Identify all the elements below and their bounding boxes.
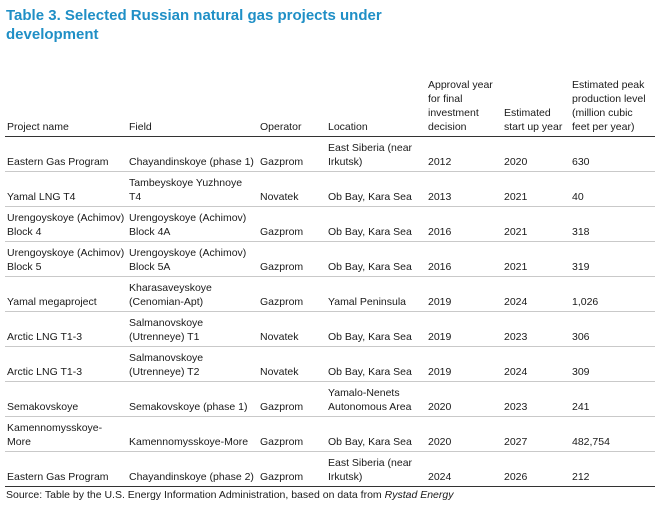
cell-approval: 2016 — [426, 206, 502, 242]
cell-start: 2023 — [502, 381, 570, 417]
column-header: Approval year for final investment decis… — [426, 42, 502, 137]
cell-start: 2023 — [502, 311, 570, 347]
cell-approval: 2020 — [426, 381, 502, 417]
cell-approval: 2019 — [426, 346, 502, 382]
column-header: Estimated peak production level (million… — [570, 42, 655, 137]
cell-location: Yamalo-Nenets Autonomous Area — [326, 381, 426, 417]
cell-location: Ob Bay, Kara Sea — [326, 416, 426, 452]
cell-operator: Gazprom — [258, 451, 326, 487]
cell-start: 2024 — [502, 346, 570, 382]
cell-peak: 482,754 — [570, 416, 655, 452]
cell-approval: 2019 — [426, 276, 502, 312]
cell-project: Urengoyskoye (Achimov) Block 4 — [5, 206, 127, 242]
cell-approval: 2013 — [426, 171, 502, 207]
header-row: Project name Field Operator Location App… — [5, 42, 655, 137]
source-text: Source: Table by the U.S. Energy Informa… — [6, 489, 385, 501]
cell-operator: Novatek — [258, 171, 326, 207]
cell-field: Semakovskoye (phase 1) — [127, 381, 258, 417]
cell-peak: 309 — [570, 346, 655, 382]
table-row: Yamal megaproject Kharasaveyskoye (Cenomi… — [5, 276, 655, 312]
column-header: Field — [127, 42, 258, 137]
table-title: Table 3. Selected Russian natural gas pr… — [6, 7, 382, 43]
column-header: Location — [326, 42, 426, 137]
cell-location: East Siberia (near Irkutsk) — [326, 451, 426, 487]
cell-project: Eastern Gas Program — [5, 451, 127, 487]
cell-approval: 2024 — [426, 451, 502, 487]
cell-start: 2020 — [502, 136, 570, 172]
cell-project: Semakovskoye — [5, 381, 127, 417]
cell-location: Yamal Peninsula — [326, 276, 426, 312]
cell-peak: 1,026 — [570, 276, 655, 312]
cell-peak: 318 — [570, 206, 655, 242]
cell-start: 2024 — [502, 276, 570, 312]
table-row: Arctic LNG T1-3 Salmanovskoye (Utrenneye)… — [5, 311, 655, 347]
column-header: Estimated start up year — [502, 42, 570, 137]
cell-peak: 241 — [570, 381, 655, 417]
column-header: Operator — [258, 42, 326, 137]
column-header: Project name — [5, 42, 127, 137]
cell-start: 2027 — [502, 416, 570, 452]
cell-project: Arctic LNG T1-3 — [5, 346, 127, 382]
cell-project: Yamal LNG T4 — [5, 171, 127, 207]
cell-field: Chayandinskoye (phase 2) — [127, 451, 258, 487]
cell-approval: 2019 — [426, 311, 502, 347]
cell-project: Arctic LNG T1-3 — [5, 311, 127, 347]
cell-peak: 306 — [570, 311, 655, 347]
cell-project: Eastern Gas Program — [5, 136, 127, 172]
table-row: Eastern Gas Program Chayandinskoye (phase… — [5, 136, 655, 172]
table-row: Urengoyskoye (Achimov) Block 4 Urengoysko… — [5, 206, 655, 242]
cell-operator: Novatek — [258, 311, 326, 347]
cell-field: Salmanovskoye (Utrenneye) T1 — [127, 311, 258, 347]
cell-peak: 319 — [570, 241, 655, 277]
cell-operator: Gazprom — [258, 206, 326, 242]
cell-location: Ob Bay, Kara Sea — [326, 206, 426, 242]
cell-approval: 2016 — [426, 241, 502, 277]
cell-start: 2021 — [502, 171, 570, 207]
cell-location: Ob Bay, Kara Sea — [326, 311, 426, 347]
table-row: Urengoyskoye (Achimov) Block 5 Urengoysko… — [5, 241, 655, 277]
source-emphasis: Rystad Energy — [384, 489, 454, 501]
cell-operator: Gazprom — [258, 136, 326, 172]
cell-location: Ob Bay, Kara Sea — [326, 171, 426, 207]
table-row: Kamennomysskoye-More Kamennomysskoye-More… — [5, 416, 655, 452]
cell-location: Ob Bay, Kara Sea — [326, 241, 426, 277]
cell-field: Urengoyskoye (Achimov) Block 5A — [127, 241, 258, 277]
cell-location: Ob Bay, Kara Sea — [326, 346, 426, 382]
cell-field: Chayandinskoye (phase 1) — [127, 136, 258, 172]
table-row: Yamal LNG T4 Tambeyskoye Yuzhnoye T4 Novat… — [5, 171, 655, 207]
cell-start: 2021 — [502, 241, 570, 277]
cell-location: East Siberia (near Irkutsk) — [326, 136, 426, 172]
cell-peak: 40 — [570, 171, 655, 207]
cell-field: Tambeyskoye Yuzhnoye T4 — [127, 171, 258, 207]
cell-field: Salmanovskoye (Utrenneye) T2 — [127, 346, 258, 382]
cell-project: Kamennomysskoye-More — [5, 416, 127, 452]
table-row: Eastern Gas Program Chayandinskoye (phase… — [5, 451, 655, 487]
gas-projects-table: Project name Field Operator Location App… — [5, 42, 655, 487]
cell-field: Kamennomysskoye-More — [127, 416, 258, 452]
cell-operator: Gazprom — [258, 416, 326, 452]
source-note: Source: Table by the U.S. Energy Informa… — [6, 488, 453, 502]
cell-approval: 2012 — [426, 136, 502, 172]
cell-operator: Novatek — [258, 346, 326, 382]
cell-peak: 212 — [570, 451, 655, 487]
table-row: Semakovskoye Semakovskoye (phase 1) Gazpro… — [5, 381, 655, 417]
cell-operator: Gazprom — [258, 241, 326, 277]
cell-start: 2026 — [502, 451, 570, 487]
cell-start: 2021 — [502, 206, 570, 242]
cell-peak: 630 — [570, 136, 655, 172]
cell-field: Urengoyskoye (Achimov) Block 4A — [127, 206, 258, 242]
cell-field: Kharasaveyskoye (Cenomian-Apt) — [127, 276, 258, 312]
cell-operator: Gazprom — [258, 276, 326, 312]
cell-project: Urengoyskoye (Achimov) Block 5 — [5, 241, 127, 277]
cell-operator: Gazprom — [258, 381, 326, 417]
cell-approval: 2020 — [426, 416, 502, 452]
cell-project: Yamal megaproject — [5, 276, 127, 312]
table-row: Arctic LNG T1-3 Salmanovskoye (Utrenneye)… — [5, 346, 655, 382]
